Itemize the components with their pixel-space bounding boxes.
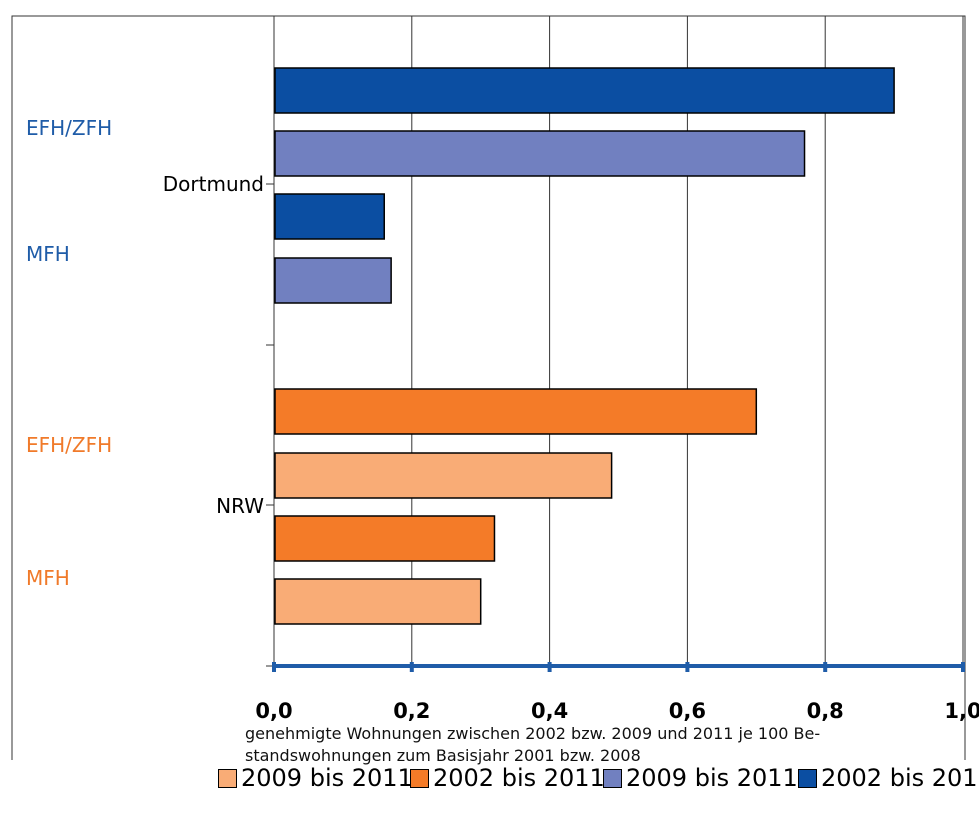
x-axis-label-line-1: genehmigte Wohnungen zwischen 2002 bzw. … <box>245 724 821 743</box>
legend-item: 2009 bis 2011 <box>218 764 413 792</box>
legend-label: 2009 bis 2011 <box>241 764 413 792</box>
subgroup-label: MFH <box>26 242 70 266</box>
legend-label: 2009 bis 2011 <box>626 764 798 792</box>
legend-swatch <box>410 768 429 788</box>
x-axis-label-line-2: standswohnungen zum Basisjahr 2001 bzw. … <box>245 746 641 765</box>
legend-swatch <box>218 768 237 788</box>
x-tick-label: 0,0 <box>255 699 292 723</box>
legend-label: 2002 bis 2011 <box>433 764 605 792</box>
bar <box>274 578 482 625</box>
legend-swatch <box>798 768 817 788</box>
chart-border <box>11 15 966 760</box>
legend-item: 2002 bis 2011 <box>798 764 979 792</box>
bar <box>274 515 496 562</box>
subgroup-label: EFH/ZFH <box>26 116 112 140</box>
bar <box>274 67 895 114</box>
bar <box>274 452 613 499</box>
subgroup-label: MFH <box>26 566 70 590</box>
legend-item: 2009 bis 2011 <box>603 764 798 792</box>
bar <box>274 130 806 177</box>
legend: 2009 bis 2011 2002 bis 2011 2009 bis 2011 2… <box>0 760 979 800</box>
legend-item: 2002 bis 2011 <box>410 764 605 792</box>
x-tick-label: 0,6 <box>669 699 706 723</box>
x-tick-label: 1,0 <box>944 699 979 723</box>
subgroup-label: EFH/ZFH <box>26 433 112 457</box>
legend-swatch <box>603 768 622 788</box>
bar <box>274 257 392 304</box>
bar-chart: Dortmund EFH/ZFH MFH NRW EFH/ZFH MFH 0,0 0,2 0,4… <box>11 15 979 760</box>
bar <box>274 193 385 240</box>
bar <box>274 388 758 435</box>
x-tick-label: 0,4 <box>531 699 568 723</box>
x-tick-label: 0,2 <box>393 699 430 723</box>
group-label-dortmund: Dortmund <box>163 172 264 196</box>
x-tick-label: 0,8 <box>807 699 844 723</box>
legend-label: 2002 bis 2011 <box>821 764 979 792</box>
group-label-nrw: NRW <box>216 494 264 518</box>
